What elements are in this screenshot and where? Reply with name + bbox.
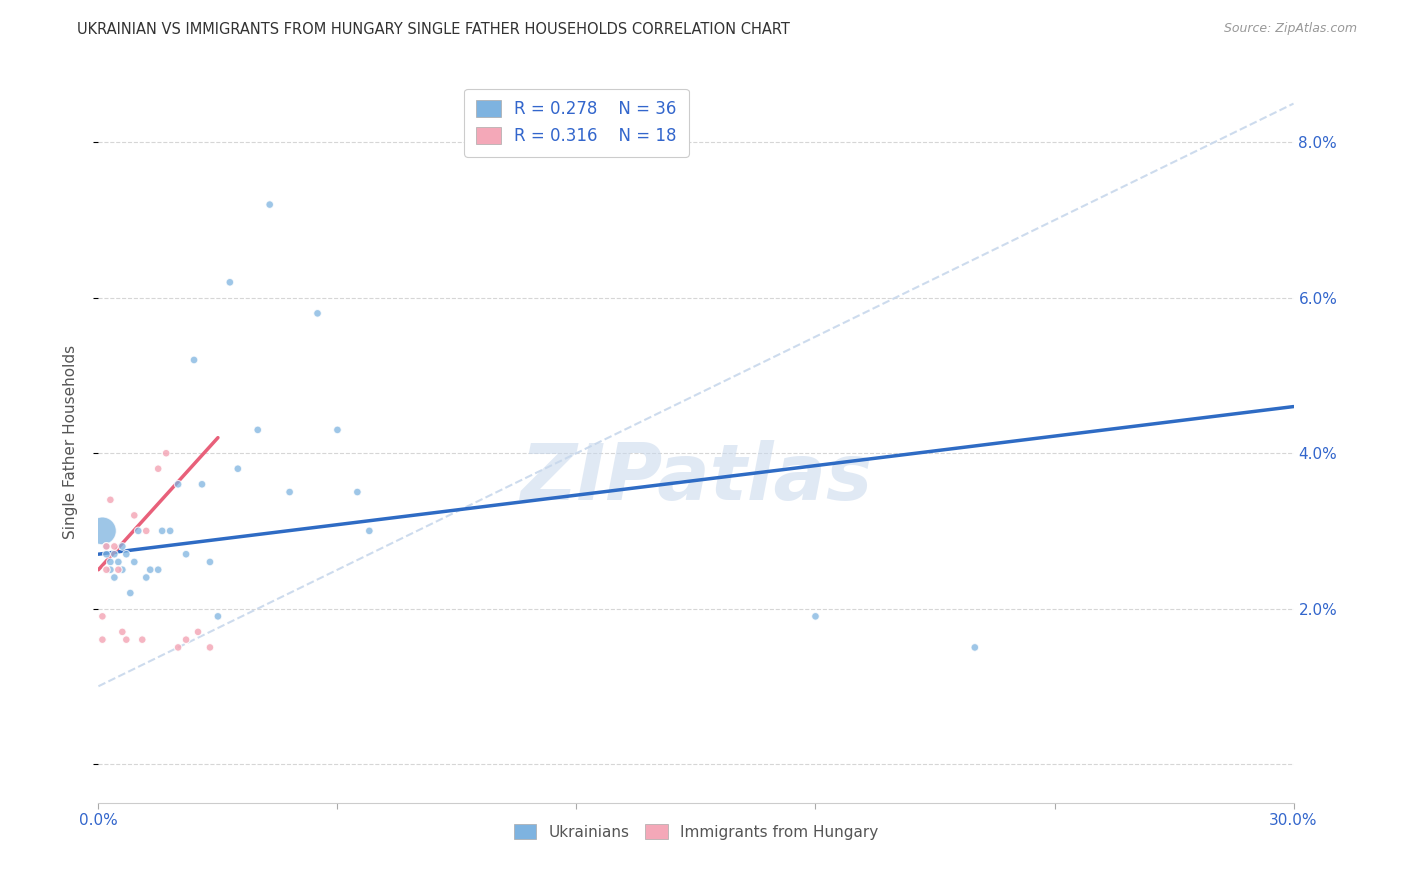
Point bbox=[174, 547, 197, 561]
Point bbox=[115, 632, 138, 647]
Point bbox=[96, 547, 118, 561]
Point bbox=[111, 563, 134, 577]
Point bbox=[103, 540, 125, 554]
Point bbox=[96, 563, 118, 577]
Point bbox=[91, 632, 114, 647]
Point bbox=[96, 540, 118, 554]
Point bbox=[246, 423, 269, 437]
Point bbox=[91, 609, 114, 624]
Point bbox=[359, 524, 381, 538]
Point bbox=[107, 555, 129, 569]
Text: UKRAINIAN VS IMMIGRANTS FROM HUNGARY SINGLE FATHER HOUSEHOLDS CORRELATION CHART: UKRAINIAN VS IMMIGRANTS FROM HUNGARY SIN… bbox=[77, 22, 790, 37]
Point bbox=[307, 306, 329, 320]
Point bbox=[135, 524, 157, 538]
Point bbox=[103, 570, 125, 584]
Point bbox=[187, 624, 209, 639]
Point bbox=[174, 632, 197, 647]
Point bbox=[127, 524, 149, 538]
Point bbox=[346, 485, 368, 500]
Point bbox=[98, 555, 122, 569]
Point bbox=[135, 570, 157, 584]
Point bbox=[124, 555, 146, 569]
Y-axis label: Single Father Households: Single Father Households bbox=[63, 344, 77, 539]
Point bbox=[259, 197, 281, 211]
Point bbox=[198, 640, 221, 655]
Point bbox=[804, 609, 827, 624]
Point bbox=[226, 461, 249, 475]
Point bbox=[167, 477, 190, 491]
Point bbox=[148, 461, 170, 475]
Point bbox=[124, 508, 146, 523]
Point bbox=[278, 485, 301, 500]
Point bbox=[120, 586, 142, 600]
Text: Source: ZipAtlas.com: Source: ZipAtlas.com bbox=[1223, 22, 1357, 36]
Point bbox=[148, 563, 170, 577]
Point bbox=[111, 540, 134, 554]
Point bbox=[111, 624, 134, 639]
Point bbox=[91, 524, 114, 538]
Point bbox=[191, 477, 214, 491]
Point bbox=[963, 640, 986, 655]
Point bbox=[198, 555, 221, 569]
Legend: Ukrainians, Immigrants from Hungary: Ukrainians, Immigrants from Hungary bbox=[508, 818, 884, 846]
Point bbox=[155, 446, 177, 460]
Point bbox=[326, 423, 349, 437]
Point bbox=[98, 563, 122, 577]
Point bbox=[131, 632, 153, 647]
Point bbox=[159, 524, 181, 538]
Point bbox=[98, 492, 122, 507]
Point bbox=[150, 524, 173, 538]
Point bbox=[115, 547, 138, 561]
Point bbox=[207, 609, 229, 624]
Point bbox=[167, 640, 190, 655]
Point bbox=[107, 563, 129, 577]
Point bbox=[183, 353, 205, 368]
Point bbox=[219, 275, 242, 289]
Text: ZIPatlas: ZIPatlas bbox=[520, 440, 872, 516]
Point bbox=[139, 563, 162, 577]
Point bbox=[96, 540, 118, 554]
Point bbox=[103, 547, 125, 561]
